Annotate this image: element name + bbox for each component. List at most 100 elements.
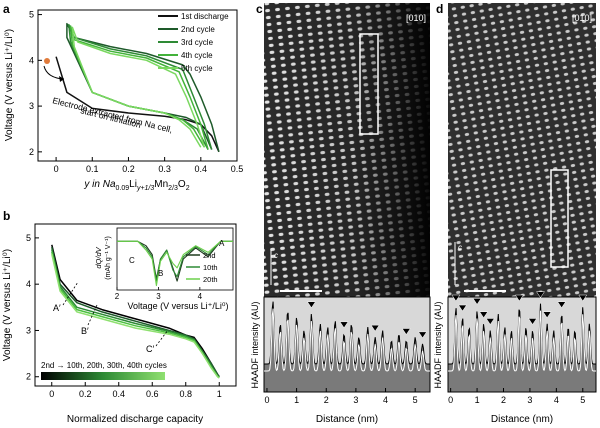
panel-a-curves (55, 22, 220, 153)
panel-a-legend: 1st discharge 2nd cycle 3rd cycle 4th cy… (158, 12, 229, 73)
inset-xlabel: Voltage (V versus Li⁺/Li⁰) (128, 301, 229, 311)
inset-xtick-label: 2 (115, 292, 120, 301)
profile-d-xtick-label: 4 (554, 395, 559, 405)
inset-legend-2nd: 2nd (203, 251, 216, 260)
zone-axis-d: [010] (572, 13, 592, 23)
inset-legend-20th: 20th (203, 275, 218, 284)
panel-a-series-4th-cycle (69, 25, 209, 150)
profile-d-peak-marker (451, 294, 461, 302)
panel-b-xtick-label: 0.6 (146, 389, 159, 399)
panel-a-xtick-label: 0.4 (195, 164, 208, 174)
panel-b: b 0 0.2 0.4 0.6 0.8 1 2 3 4 5 Voltage (V versus L… (2, 209, 237, 425)
panel-a-xlabel: y in Na0.09Liy+1/3Mn2/3O2 (83, 179, 189, 192)
profile-d-peak-marker (578, 294, 588, 302)
panel-a-ytick-label: 4 (29, 55, 34, 65)
profile-d-xtick-label: 1 (475, 395, 480, 405)
panel-b-ytick-label: 4 (26, 279, 31, 289)
inset-xtick-label: 4 (198, 292, 203, 301)
inset-marker-c: C (129, 256, 135, 265)
profile-c-xtick-label: 2 (324, 395, 329, 405)
start-arrowhead (59, 76, 64, 82)
profile-d-peak-marker (485, 318, 495, 325)
panel-c-label: c (256, 2, 263, 16)
panel-a-ytick-label: 5 (29, 10, 34, 20)
marker-b-prime: B′ (81, 326, 89, 336)
profile-d-peak-marker (514, 294, 524, 302)
profile-c-xtick-label: 0 (264, 395, 269, 405)
profile-c-peak-marker (401, 328, 411, 335)
panel-a-xtick-label: 0.1 (86, 164, 99, 174)
panel-b-axes-frame (34, 223, 237, 387)
profile-d-xlabel: Distance (nm) (491, 414, 553, 425)
inset-xtick-label: 3 (156, 292, 161, 301)
panel-a-label: a (3, 2, 10, 16)
haadf-profile-d-highlight (448, 310, 596, 372)
profile-d-xtick-label: 5 (580, 395, 585, 405)
profile-d-peak-marker (536, 291, 545, 299)
profile-c-xtick-label: 1 (294, 395, 299, 405)
legend-3rd-cycle: 3rd cycle (181, 38, 214, 47)
panel-a-ylabel: Voltage (V versus Li⁺/Li⁰) (4, 29, 15, 141)
panel-b-ticks: 0 0.2 0.4 0.6 0.8 1 2 3 4 5 (26, 233, 222, 399)
panel-a-series-5th-cycle (71, 26, 206, 148)
c-axis-label-d: c (458, 243, 462, 252)
stem-image-c-fade (264, 3, 430, 297)
marker-c-prime: C′ (146, 344, 154, 354)
inset-curves (117, 240, 233, 287)
panel-b-colorbar: 2nd → 10th, 20th, 30th, 40th cycles (41, 361, 167, 380)
profile-c-peak-marker (370, 324, 380, 332)
colorbar (41, 372, 165, 380)
panel-a-series-1st-discharge (55, 56, 220, 153)
profile-d-peak-marker (557, 301, 567, 309)
profile-d-ylabel: HAADF intensity (AU) (433, 301, 443, 388)
panel-a-axes-frame (37, 9, 238, 162)
panel-a-ytick-label: 3 (29, 101, 34, 111)
legend-4th-cycle: 4th cycle (181, 51, 213, 60)
panel-b-inset: 2 3 4 dQ/dV (mAh g⁻¹ V⁻¹) Voltage (V versu… (94, 227, 234, 311)
legend-5th-cycle: 5th cycle (181, 64, 213, 73)
profile-d-peak-marker (479, 311, 489, 319)
panel-b-curves (51, 244, 220, 379)
stem-image-d (448, 3, 596, 297)
inset-marker-a: A (219, 239, 225, 248)
panel-b-series-40th (51, 253, 220, 379)
profile-c-xtick-label: 4 (383, 395, 388, 405)
panel-b-ytick-label: 3 (26, 325, 31, 335)
panel-b-xtick-label: 0 (49, 389, 54, 399)
stem-image-d-tint (448, 3, 596, 297)
panel-a-xtick-label: 0.2 (122, 164, 135, 174)
zone-axis-c: [010] (406, 13, 426, 23)
colorbar-label: 2nd → 10th, 20th, 30th, 40th cycles (41, 361, 167, 370)
panel-d-stem-image: [010] c (448, 3, 596, 297)
panel-b-ytick-label: 2 (26, 372, 31, 382)
inset-legend-10th: 10th (203, 263, 218, 272)
profile-d-peak-marker (542, 311, 552, 319)
profile-d-peak-marker (472, 298, 482, 305)
marker-a-prime: A′ (53, 303, 61, 313)
inset-marker-b: B (158, 269, 163, 278)
profile-c-peak-marker (339, 321, 349, 329)
panel-a-ytick-label: 2 (29, 147, 34, 157)
panel-c-stem-image: [010] c (264, 3, 430, 297)
profile-c-ticks: 0 1 2 3 4 5 (264, 388, 418, 405)
profile-c-peak-marker (418, 331, 428, 339)
legend-1st-discharge: 1st discharge (181, 12, 229, 21)
profile-c-xtick-label: 3 (353, 395, 358, 405)
panel-b-xtick-label: 1 (217, 389, 222, 399)
profile-c-xlabel: Distance (nm) (316, 414, 378, 425)
panel-b-xlabel: Normalized discharge capacity (67, 414, 203, 425)
b-marker-leaders (62, 281, 169, 347)
roi-box-d (550, 169, 569, 268)
panel-b-ytick-label: 5 (26, 233, 31, 243)
inset-ylabel-1: dQ/dV (94, 246, 103, 268)
inset-ticks: 2 3 4 (115, 287, 203, 301)
roi-box-c (359, 33, 379, 135)
profile-d-xtick-label: 0 (448, 395, 453, 405)
profile-d-peak-marker (458, 304, 468, 312)
profile-d-ticks: 0 1 2 3 4 5 (448, 388, 585, 405)
panel-d: d [010] c 0 1 2 3 4 5 HAADF intensity (AU) Di… (433, 2, 597, 425)
start-point-dot (44, 58, 50, 64)
panel-a: a 0 0.1 0.2 0.3 0.4 0.5 2 3 4 5 Voltage (V versus… (3, 2, 243, 192)
profile-d-xtick-label: 2 (501, 395, 506, 405)
